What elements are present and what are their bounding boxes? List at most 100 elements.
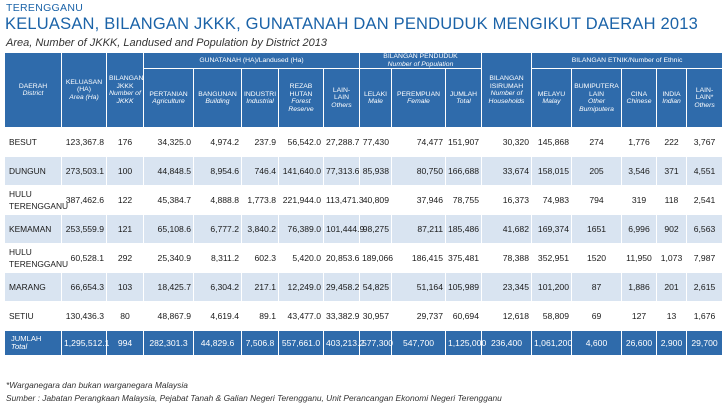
header-malay: MELAYU Malay: [531, 68, 572, 129]
industrial-cell: 602.3: [241, 243, 279, 274]
table-row: SETIU 130,436.3 80 48,867.9 4,619.4 89.1 43,47…: [4, 301, 724, 332]
header-area: KELUASAN (HA) Area (Ha): [61, 51, 107, 129]
table-row: MARANG 66,654.3 103 18,425.7 6,304.2 217.1 12,…: [4, 272, 724, 303]
other-bumiputera-cell: 69: [571, 301, 622, 332]
district-name: SETIU: [4, 301, 62, 332]
male-cell: 40,809: [359, 185, 392, 216]
households-cell: 33,674: [481, 156, 532, 187]
jkkk-cell: 103: [106, 272, 144, 303]
jkkk-cell: 121: [106, 214, 144, 245]
jkkk-cell: 292: [106, 243, 144, 274]
jkkk-cell: 80: [106, 301, 144, 332]
households-cell: 41,682: [481, 214, 532, 245]
table-row: HULU TERENGGANU 60,528.1 292 25,340.9 8,311.…: [4, 243, 724, 274]
agriculture-cell: 34,325.0: [143, 127, 194, 158]
area-cell: 60,528.1: [61, 243, 107, 274]
building-cell: 8,954.6: [193, 156, 242, 187]
total-indian: 2,900: [656, 330, 687, 357]
malay-cell: 158,015: [531, 156, 572, 187]
totals-row: JUMLAH Total 1,295,512.1 994 282,301.3 44…: [4, 330, 724, 357]
total-jkkk: 994: [106, 330, 144, 357]
header-female: PEREMPUAN Female: [391, 68, 446, 129]
population-total-cell: 185,486: [445, 214, 482, 245]
chinese-cell: 319: [621, 185, 657, 216]
industrial-cell: 237.9: [241, 127, 279, 158]
male-cell: 54,825: [359, 272, 392, 303]
table-row: DUNGUN 273,503.1 100 44,848.5 8,954.6 746.4 14…: [4, 156, 724, 187]
header-landuse-group: GUNATANAH (HA)/Landused (Ha): [143, 51, 360, 70]
female-cell: 87,211: [391, 214, 446, 245]
female-cell: 80,750: [391, 156, 446, 187]
other-bumiputera-cell: 794: [571, 185, 622, 216]
page-subtitle: Area, Number of JKKK, Landused and Popul…: [6, 37, 328, 49]
households-cell: 16,373: [481, 185, 532, 216]
total-industrial: 7,506.8: [241, 330, 279, 357]
population-total-cell: 151,907: [445, 127, 482, 158]
header-other-bumiputera: BUMIPUTERA LAIN Other Bumiputera: [571, 68, 622, 129]
building-cell: 4,974.2: [193, 127, 242, 158]
building-cell: 6,777.2: [193, 214, 242, 245]
malay-cell: 145,868: [531, 127, 572, 158]
jkkk-cell: 176: [106, 127, 144, 158]
female-cell: 37,946: [391, 185, 446, 216]
total-female: 547,700: [391, 330, 446, 357]
malay-cell: 101,200: [531, 272, 572, 303]
others-land-cell: 77,313.6: [323, 156, 360, 187]
table-row: HULU TERENGGANU 387,462.6 122 45,384.7 4,888…: [4, 185, 724, 216]
district-name: HULU TERENGGANU: [4, 243, 68, 274]
others-land-cell: 113,471.3: [323, 185, 364, 216]
forest-reserve-cell: 76,389.0: [278, 214, 324, 245]
agriculture-cell: 44,848.5: [143, 156, 194, 187]
building-cell: 8,311.2: [193, 243, 242, 274]
indian-cell: 371: [656, 156, 687, 187]
header-ethnic-group: BILANGAN ETNIK/Number of Ethnic: [530, 51, 724, 70]
forest-reserve-cell: 43,477.0: [278, 301, 324, 332]
indian-cell: 902: [656, 214, 687, 245]
area-cell: 387,462.6: [61, 185, 107, 216]
district-name: KEMAMAN: [4, 214, 62, 245]
female-cell: 74,477: [391, 127, 446, 158]
area-cell: 66,654.3: [61, 272, 107, 303]
total-others-land: 403,213.2: [323, 330, 364, 357]
male-cell: 98,275: [359, 214, 392, 245]
others-ethnic-cell: 6,563: [685, 214, 724, 245]
malay-cell: 169,374: [531, 214, 572, 245]
indian-cell: 1,073: [656, 243, 687, 274]
header-chinese: CINA Chinese: [621, 68, 657, 129]
header-others-land: LAIN-LAIN Others: [323, 68, 360, 129]
header-others-ethnic: LAIN-LAIN* Others: [685, 68, 724, 129]
header-total: JUMLAH Total: [445, 68, 482, 129]
header-households: BILANGAN ISIRUMAH Number of Households: [481, 51, 532, 129]
total-forest-reserve: 557,661.0: [278, 330, 324, 357]
other-bumiputera-cell: 87: [571, 272, 622, 303]
industrial-cell: 217.1: [241, 272, 279, 303]
header-building: BANGUNAN Building: [193, 68, 242, 129]
others-ethnic-cell: 1,676: [685, 301, 724, 332]
others-ethnic-cell: 4,551: [685, 156, 724, 187]
other-bumiputera-cell: 1520: [571, 243, 622, 274]
others-land-cell: 33,382.9: [323, 301, 360, 332]
chinese-cell: 11,950: [621, 243, 657, 274]
agriculture-cell: 18,425.7: [143, 272, 194, 303]
district-statistics-table: DAERAH District KELUASAN (HA) Area (Ha) BI…: [4, 51, 724, 357]
jkkk-cell: 100: [106, 156, 144, 187]
header-indian: INDIA Indian: [656, 68, 687, 129]
population-total-cell: 60,694: [445, 301, 482, 332]
male-cell: 189,066: [359, 243, 393, 274]
chinese-cell: 1,776: [621, 127, 657, 158]
forest-reserve-cell: 221,944.0: [278, 185, 324, 216]
header-industrial: INDUSTRI Industrial: [241, 68, 279, 129]
forest-reserve-cell: 12,249.0: [278, 272, 324, 303]
female-cell: 186,415: [391, 243, 446, 274]
header-forest-reserve: REZAB HUTAN Forest Reserve: [278, 68, 324, 129]
header-male: LELAKI Male: [359, 68, 392, 129]
households-cell: 78,388: [481, 243, 532, 274]
other-bumiputera-cell: 1651: [571, 214, 622, 245]
total-other-bumiputera: 4,600: [571, 330, 622, 357]
others-land-cell: 101,444.9: [323, 214, 364, 245]
households-cell: 30,320: [481, 127, 532, 158]
industrial-cell: 746.4: [241, 156, 279, 187]
forest-reserve-cell: 5,420.0: [278, 243, 324, 274]
area-cell: 253,559.9: [61, 214, 107, 245]
male-cell: 77,430: [359, 127, 392, 158]
